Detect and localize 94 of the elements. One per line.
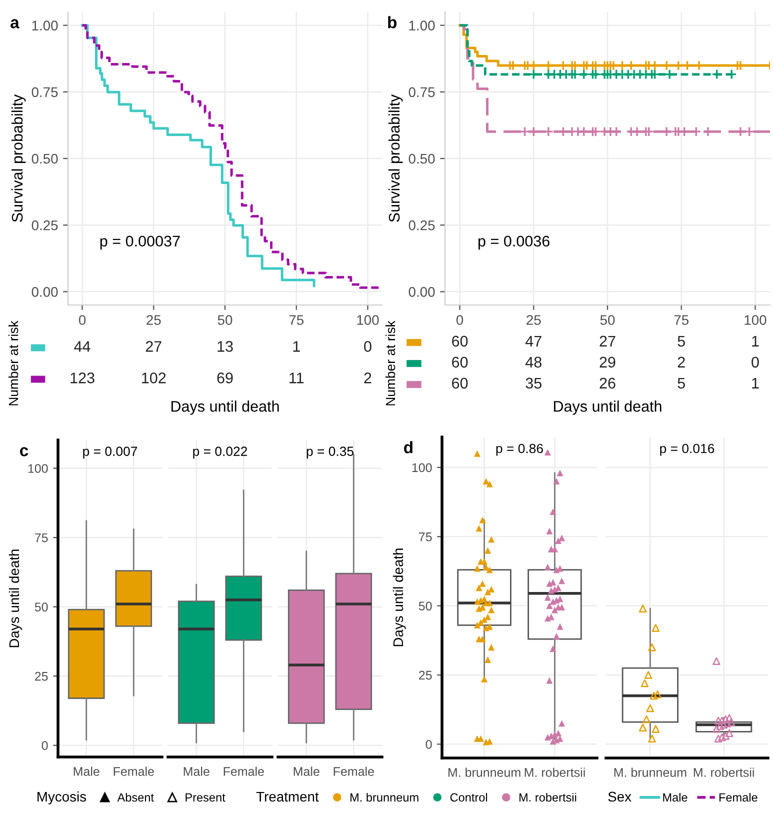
- x-tick-label: 25: [526, 315, 541, 325]
- annotation: p = 0.35: [306, 446, 354, 459]
- annotation: p = 0.007: [83, 446, 138, 459]
- legend-title: Mycosis: [38, 791, 86, 804]
- x-tick-label: Female: [334, 766, 374, 776]
- text: 0: [752, 356, 759, 368]
- y-tick-label: 100: [412, 463, 432, 472]
- y-axis-title: Survival probability: [11, 94, 26, 222]
- x-tick-label: M. robertsii: [524, 768, 585, 777]
- x-tick-label: 100: [357, 315, 379, 325]
- x-tick-label: 50: [218, 315, 232, 325]
- y-tick-label: 25: [35, 672, 48, 681]
- x-tick-label: M. brunneum: [614, 768, 686, 777]
- y-tick-label: 100: [28, 464, 48, 473]
- legend-label: Female: [719, 792, 758, 802]
- text: 27: [600, 336, 616, 346]
- text: 44: [74, 341, 90, 352]
- y-tick-label: 0.75: [32, 87, 58, 98]
- text: Number at risk: [385, 320, 396, 406]
- y-tick-label: 75: [419, 532, 432, 542]
- x-tick-label: 50: [600, 315, 615, 325]
- x-tick-label: 100: [744, 315, 766, 325]
- text: Number at risk: [8, 320, 18, 406]
- y-axis-title: Days until death: [8, 550, 22, 648]
- text: Days until death: [554, 400, 662, 415]
- x-tick-label: 0: [78, 315, 86, 325]
- text: 48: [525, 356, 542, 368]
- y-axis-title: Survival probability: [388, 94, 403, 222]
- text: Present: [186, 793, 226, 802]
- text: 35: [526, 378, 542, 389]
- text: 60: [452, 378, 468, 389]
- text: 60: [452, 356, 468, 368]
- y-tick-label: 0: [426, 740, 432, 749]
- annotation: p = 0.0036: [478, 236, 550, 250]
- legend-label: Male: [663, 792, 688, 802]
- text: 29: [600, 356, 616, 368]
- y-tick-label: 1.00: [409, 20, 435, 30]
- text: 11: [290, 372, 304, 384]
- x-tick-label: 25: [146, 315, 161, 325]
- text: 2: [364, 372, 372, 384]
- chart-title: c: [20, 447, 28, 456]
- annotation: p = 0.00037: [100, 236, 180, 250]
- chart-title: b: [388, 16, 397, 28]
- text: 0: [364, 341, 372, 352]
- legend-label: M. robertsii: [519, 792, 576, 802]
- legend-label: Control: [450, 792, 488, 802]
- text: 1: [752, 336, 759, 346]
- legend-title: Treatment: [256, 792, 319, 802]
- annotation: p = 0.016: [660, 444, 714, 456]
- x-tick-label: Male: [74, 766, 100, 776]
- y-tick-label: 0.25: [32, 220, 58, 230]
- text: 13: [218, 341, 233, 352]
- legend-label: M. brunneum: [350, 792, 418, 802]
- y-axis-title: Days until death: [392, 548, 406, 646]
- y-tick-label: 50: [34, 602, 48, 612]
- x-tick-label: Female: [114, 766, 154, 776]
- y-tick-label: 25: [419, 670, 432, 680]
- y-tick-label: 0.00: [32, 287, 58, 297]
- text: 60: [452, 336, 468, 347]
- text: 2: [678, 356, 685, 368]
- x-tick-label: M. robertsii: [694, 768, 754, 777]
- y-tick-label: 0.25: [408, 220, 435, 230]
- text: Absent: [117, 792, 154, 802]
- x-tick-label: Female: [224, 766, 264, 776]
- legend-title: Sex: [608, 792, 632, 802]
- y-tick-label: 75: [35, 533, 48, 542]
- chart-title: d: [404, 441, 412, 454]
- y-tick-label: 0.50: [32, 154, 58, 164]
- text: 5: [678, 378, 685, 389]
- y-tick-label: 1.00: [32, 20, 58, 30]
- y-tick-label: 0: [42, 741, 48, 750]
- text: 5: [678, 336, 685, 347]
- text: 102: [142, 372, 166, 384]
- text: 1: [752, 378, 759, 388]
- annotation: p = 0.86: [496, 444, 543, 456]
- x-tick-label: Male: [294, 766, 320, 776]
- x-tick-label: 75: [674, 315, 689, 325]
- x-tick-label: M. brunneum: [448, 768, 520, 777]
- text: 69: [217, 372, 233, 384]
- chart-title: a: [10, 19, 20, 28]
- text: 47: [525, 336, 542, 346]
- y-tick-label: 0.00: [408, 287, 435, 297]
- text: 123: [70, 372, 94, 384]
- y-tick-label: 0.75: [408, 87, 435, 98]
- x-tick-label: 0: [456, 315, 464, 325]
- x-tick-label: Male: [184, 766, 210, 776]
- y-tick-label: 50: [418, 602, 432, 610]
- text: 27: [146, 341, 162, 352]
- y-tick-label: 0.50: [408, 154, 435, 164]
- text: 1: [293, 341, 300, 352]
- annotation: p = 0.022: [193, 446, 248, 459]
- text: 26: [600, 378, 616, 389]
- x-tick-label: 75: [289, 315, 304, 325]
- text: Days until death: [171, 400, 279, 415]
